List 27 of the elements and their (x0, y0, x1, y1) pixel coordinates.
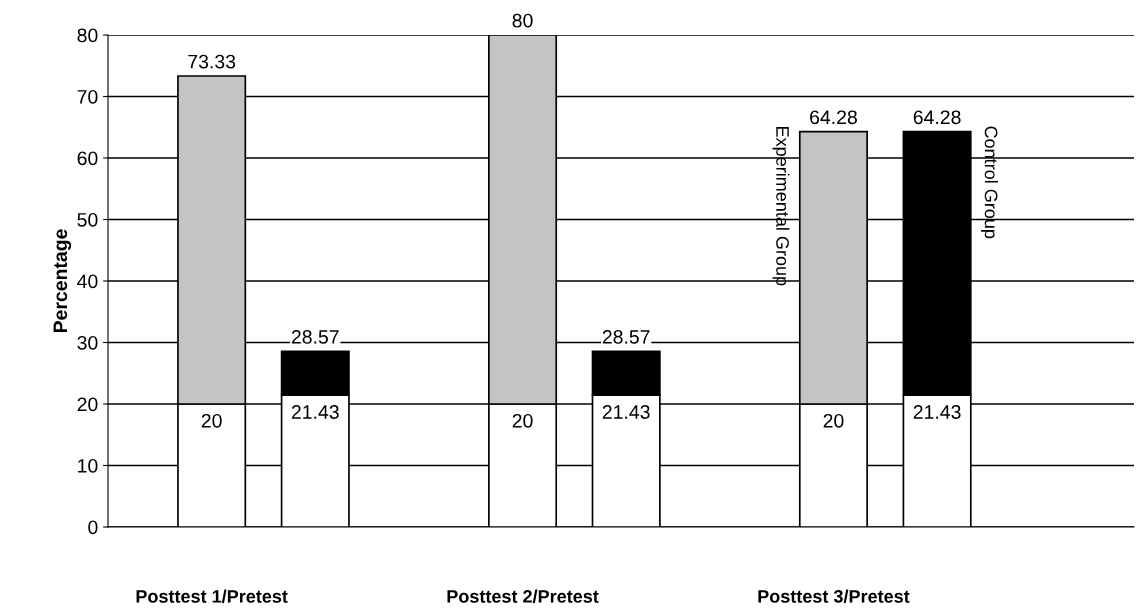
data-label: 20 (512, 413, 533, 428)
data-label: 20 (201, 413, 222, 428)
total-label: 80 (512, 13, 533, 28)
y-tick-label: 20 (77, 397, 98, 412)
data-label: 21.43 (913, 405, 961, 419)
y-tick-label: 0 (88, 520, 98, 535)
total-label: 28.57 (291, 329, 339, 344)
text: Control Group (981, 126, 998, 239)
y-tick-label: 80 (77, 28, 98, 43)
total-label: 64.28 (810, 110, 857, 125)
x-tick-label: Posttest 1/Pretest (136, 589, 288, 603)
y-tick-label: 30 (77, 335, 98, 350)
total-label: 73.33 (188, 54, 236, 69)
y-tick-label: 70 (77, 89, 98, 104)
total-label: 64.28 (913, 110, 961, 125)
y-tick-label: 40 (77, 274, 98, 289)
y-tick-label: 10 (78, 458, 98, 473)
text: Experimental Group (772, 127, 790, 286)
x-tick-label: Posttest 2/Pretest (447, 589, 599, 603)
data-label: 21.43 (291, 405, 339, 419)
y-axis-title: Percentage (53, 229, 72, 333)
y-tick-label: 60 (77, 151, 98, 166)
data-label: 20 (823, 413, 844, 428)
total-label: 28.57 (602, 329, 650, 344)
x-tick-label: Posttest 3/Pretest (758, 589, 910, 603)
data-label: 21.43 (602, 405, 650, 419)
y-tick-label: 50 (77, 212, 98, 227)
